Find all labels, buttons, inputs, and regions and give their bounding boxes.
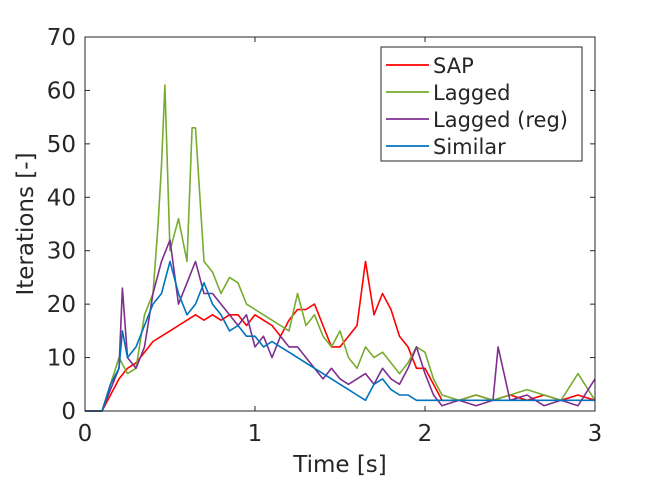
legend-label: Similar [433, 135, 506, 159]
axes-box [84, 36, 596, 412]
x-tick-label: 3 [588, 421, 603, 447]
y-tick-label: 20 [47, 292, 76, 318]
y-tick-label: 0 [61, 399, 76, 425]
x-axis-ticks: 0 1 2 3 [78, 37, 603, 447]
y-axis-label: Iterations [-] [13, 152, 39, 295]
x-tick-label: 0 [78, 421, 93, 447]
x-tick-label: 1 [248, 421, 263, 447]
legend-label: SAP [433, 54, 474, 78]
x-axis-label: Time [s] [292, 452, 387, 478]
y-tick-label: 50 [47, 132, 76, 158]
y-tick-label: 60 [47, 78, 76, 104]
x-tick-label: 2 [418, 421, 433, 447]
legend-label: Lagged (reg) [433, 108, 568, 132]
series-line-similar [85, 260, 595, 412]
series-line-lagged [85, 84, 596, 412]
legend: SAP Lagged Lagged (reg) Similar [380, 46, 583, 162]
y-tick-label: 10 [47, 346, 76, 372]
y-axis-ticks: 0 10 20 30 40 50 60 70 [47, 25, 595, 425]
y-tick-label: 40 [47, 185, 76, 211]
series-line-lagged-reg [85, 239, 596, 412]
legend-box [380, 46, 583, 162]
y-tick-label: 30 [47, 239, 76, 265]
legend-label: Lagged [433, 81, 510, 105]
series-layer [85, 84, 596, 412]
y-tick-label: 70 [47, 25, 76, 51]
